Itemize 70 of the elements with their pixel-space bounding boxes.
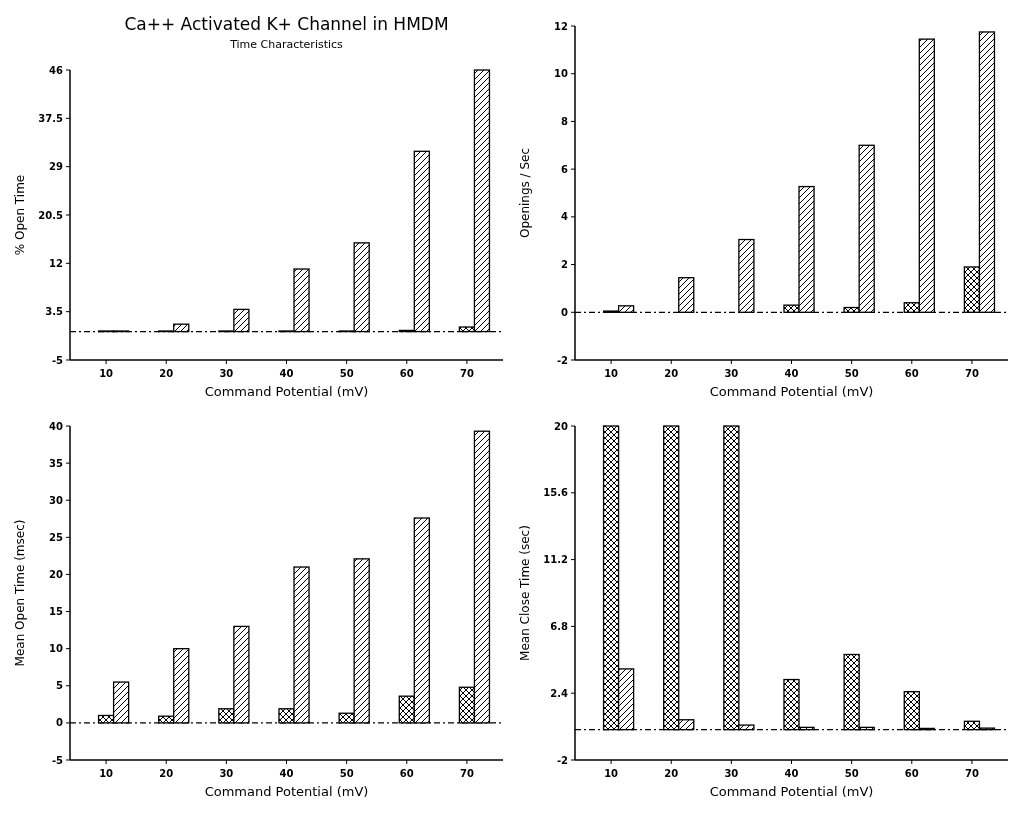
y-tick-label: 40 [49, 420, 64, 432]
x-tick-label: 60 [904, 368, 919, 379]
x-tick-label: 20 [664, 368, 679, 379]
x-tick-label: 40 [784, 368, 799, 379]
y-tick-label: 6.8 [550, 620, 569, 632]
x-tick-label: 70 [459, 368, 474, 379]
x-tick-label: 70 [964, 368, 979, 379]
x-tick-label: 20 [159, 768, 174, 779]
x-tick-label: 20 [159, 368, 174, 379]
y-tick-label: 29 [49, 161, 64, 173]
chart-subtitle: Time Characteristics [229, 38, 344, 51]
y-tick-label: -2 [556, 754, 569, 766]
y-tick-label: 0 [56, 717, 64, 729]
y-tick-label: 37.5 [38, 112, 64, 124]
x-tick-label: 50 [844, 768, 859, 779]
x-tick-label: 50 [339, 368, 354, 379]
y-tick-label: 20.5 [38, 209, 64, 221]
y-tick-label: 15.6 [543, 487, 569, 499]
x-tick-label: 60 [399, 768, 414, 779]
y-tick-label: 20 [49, 568, 64, 580]
x-tick-label: 20 [664, 768, 679, 779]
y-tick-label: 12 [49, 257, 64, 269]
x-tick-label: 70 [459, 768, 474, 779]
x-tick-label: 60 [399, 368, 414, 379]
y-axis-title: Mean Close Time (sec) [518, 525, 532, 661]
x-tick-label: 40 [279, 768, 294, 779]
y-tick-label: 10 [554, 68, 569, 80]
y-tick-label: 30 [49, 494, 64, 506]
y-tick-label: -5 [51, 754, 64, 766]
y-axis-title: Openings / Sec [518, 147, 532, 239]
y-tick-label: 15 [49, 606, 64, 618]
x-axis-title: Command Potential (mV) [204, 384, 369, 399]
y-tick-label: 46 [49, 64, 64, 76]
x-tick-label: 10 [604, 768, 619, 779]
y-tick-label: 35 [49, 457, 64, 469]
x-tick-label: 10 [99, 768, 114, 779]
y-axis-title: Mean Open Time (msec) [13, 519, 27, 667]
bar [738, 238, 755, 313]
y-tick-label: 5 [56, 680, 64, 692]
y-tick-label: 6 [561, 163, 569, 175]
x-axis-title: Command Potential (mV) [709, 784, 874, 799]
y-tick-label: -2 [556, 354, 569, 366]
x-axis-title: Command Potential (mV) [709, 384, 874, 399]
y-tick-label: 2.4 [550, 687, 569, 699]
x-tick-label: 30 [219, 768, 234, 779]
y-tick-label: -5 [51, 354, 64, 366]
y-tick-label: 2 [561, 259, 569, 271]
x-tick-label: 50 [339, 768, 354, 779]
y-tick-label: 25 [49, 531, 64, 543]
y-tick-label: 0 [561, 306, 569, 318]
x-tick-label: 30 [724, 368, 739, 379]
y-tick-label: 12 [554, 20, 569, 32]
y-tick-label: 20 [554, 420, 569, 432]
x-tick-label: 70 [964, 768, 979, 779]
x-tick-label: 30 [724, 768, 739, 779]
chart-title: Ca++ Activated K+ Channel in HMDM [124, 14, 449, 34]
y-tick-label: 4 [561, 211, 569, 223]
x-tick-label: 30 [219, 368, 234, 379]
x-tick-label: 50 [844, 368, 859, 379]
y-tick-label: 3.5 [45, 306, 64, 318]
x-tick-label: 60 [904, 768, 919, 779]
x-axis-title: Command Potential (mV) [204, 784, 369, 799]
y-tick-label: 11.2 [543, 554, 569, 566]
y-tick-label: 8 [561, 115, 569, 127]
x-tick-label: 40 [279, 368, 294, 379]
x-tick-label: 10 [604, 368, 619, 379]
x-tick-label: 40 [784, 768, 799, 779]
y-axis-title: % Open Time [13, 174, 27, 256]
y-tick-label: 10 [49, 643, 64, 655]
x-tick-label: 10 [99, 368, 114, 379]
